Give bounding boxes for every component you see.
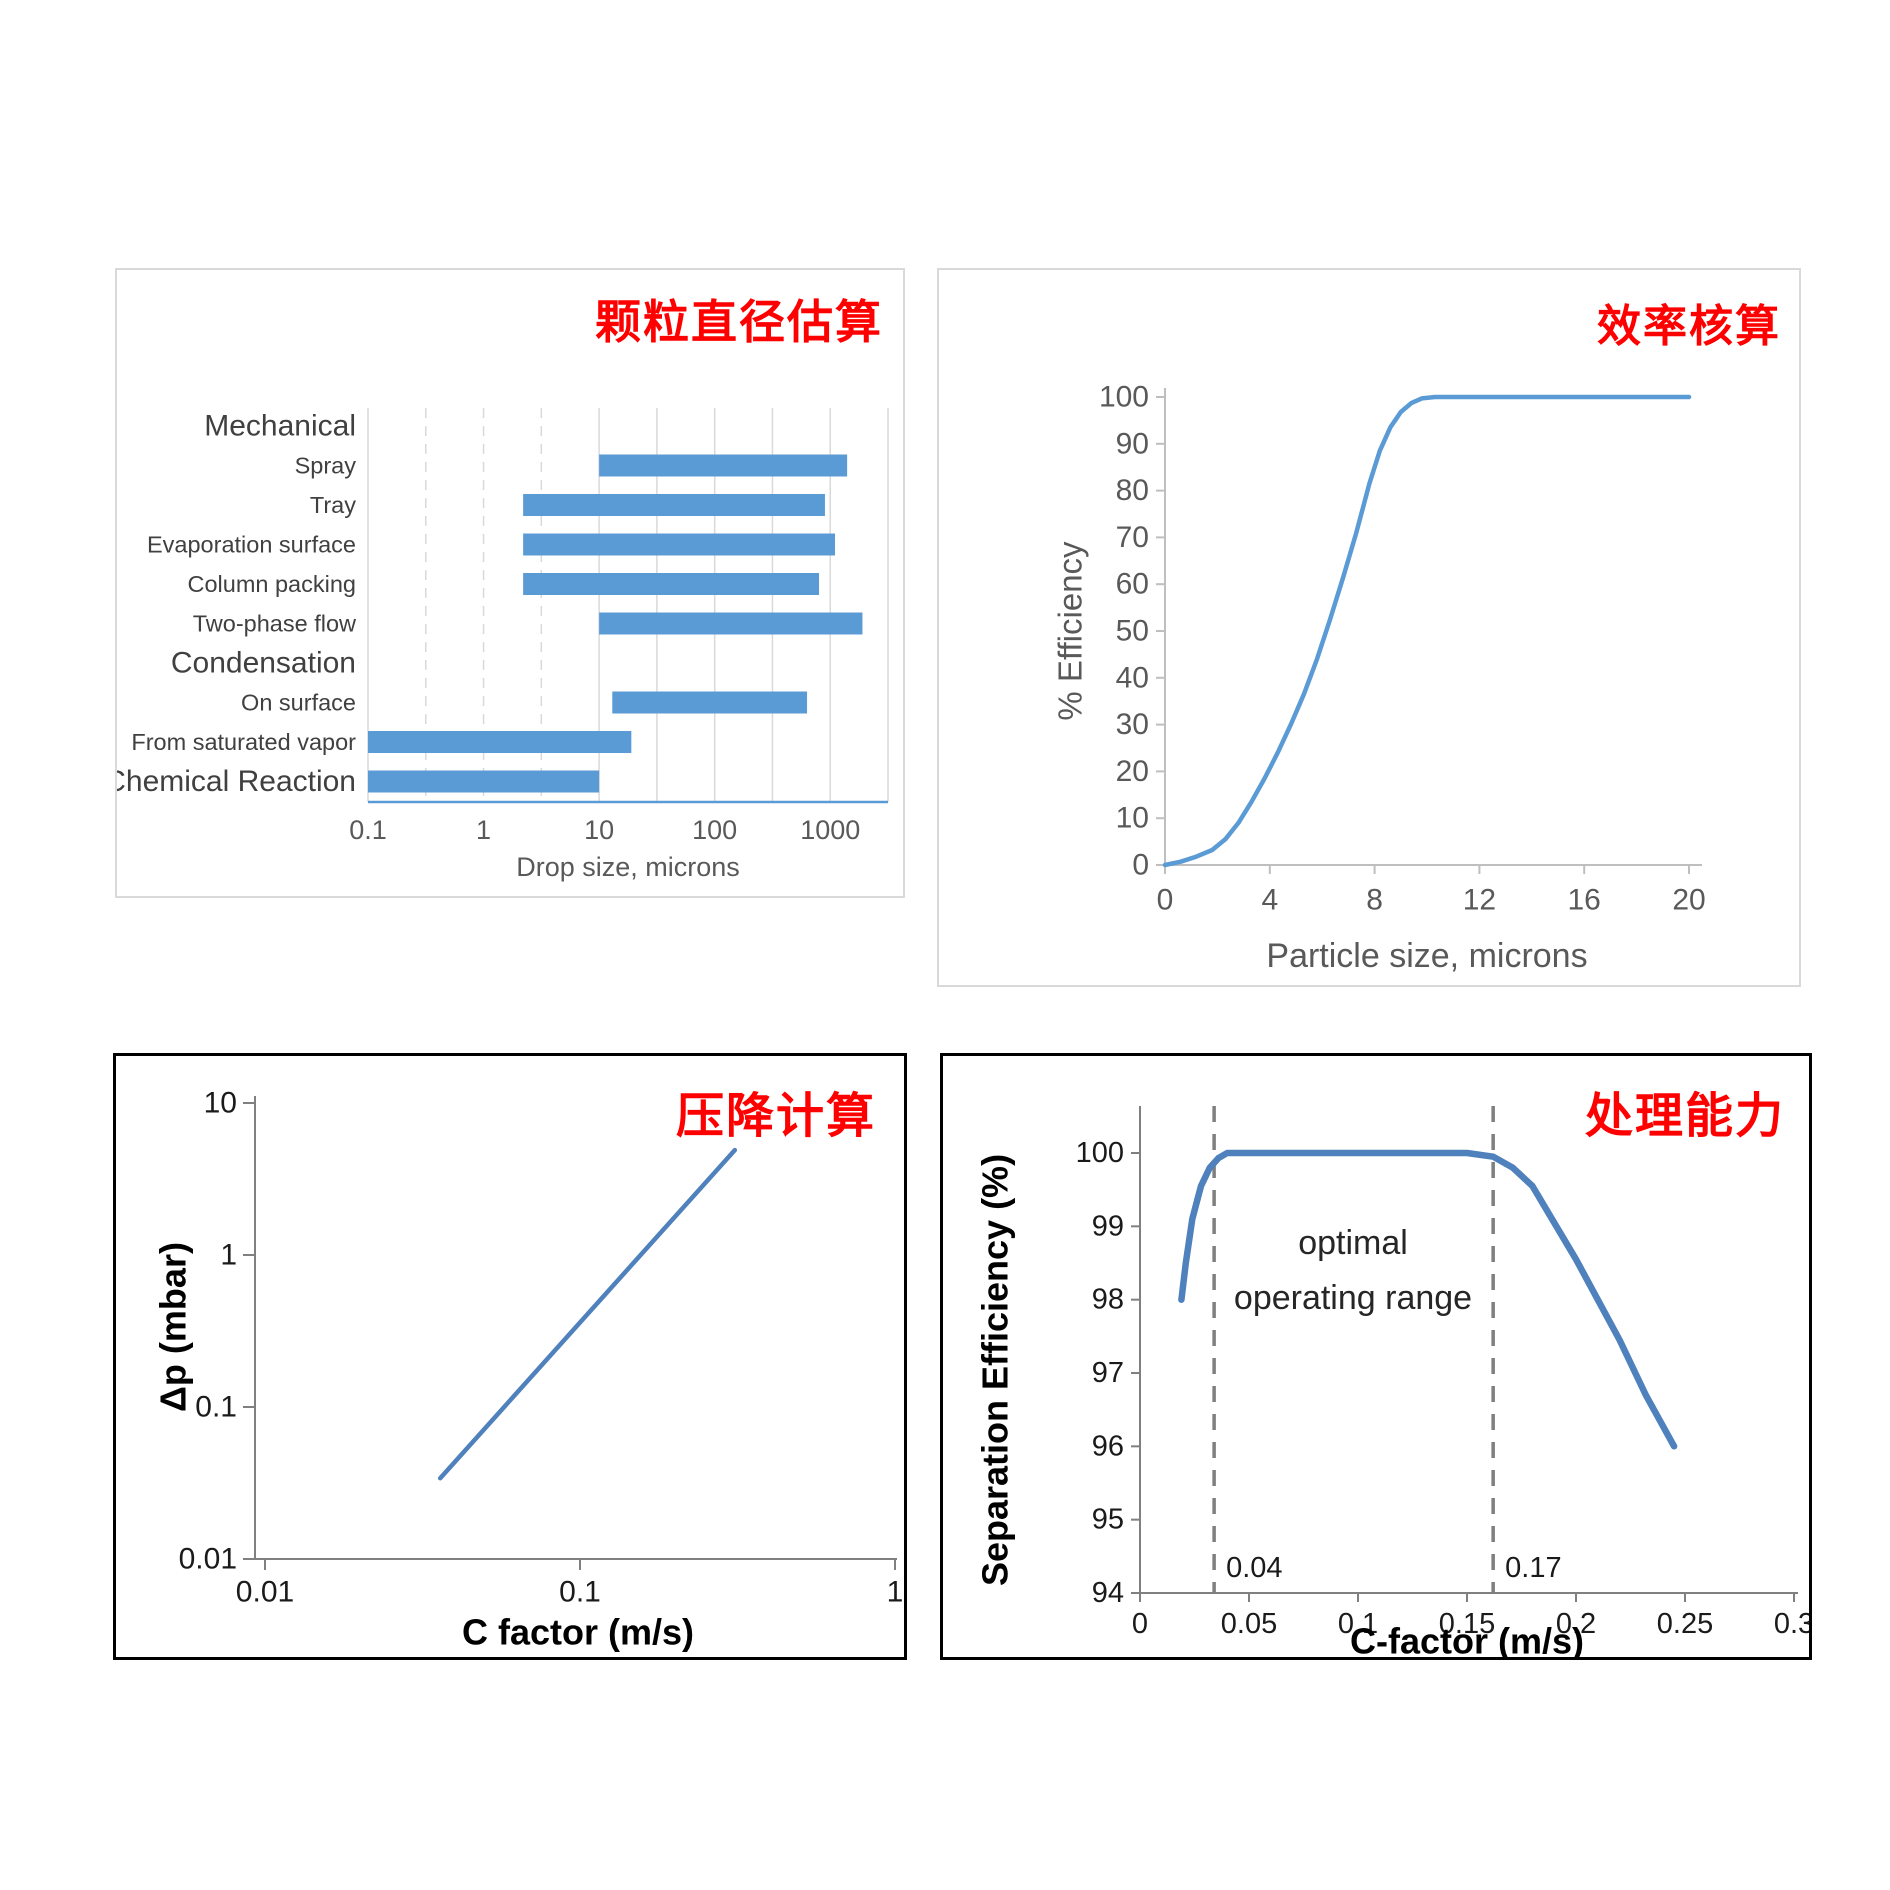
x-tick-label: 0.1: [1338, 1608, 1378, 1640]
panel-efficiency: 效率核算 0 10 20 30 40 50 60 70 80 90 100 0 4 8 12 16 20 % Ef…: [937, 268, 1801, 987]
category-label: Column packing: [187, 571, 356, 597]
y-tick-label: 30: [1116, 708, 1149, 741]
category-label: On surface: [241, 690, 356, 716]
pressure-line: [437, 1147, 738, 1481]
category-label: Tray: [310, 492, 356, 518]
x-tick-label: 4: [1261, 884, 1278, 917]
y-axis-title: Separation Efficiency (%): [975, 1154, 1016, 1586]
y-tick-label: 90: [1116, 427, 1149, 460]
bar: [368, 731, 632, 753]
pressure-drop-plot: 10 1 0.1 0.010.01 0.1 1 Δp (mbar) C factor (m/s…: [153, 1087, 904, 1653]
x-tick-label: 0.15: [1439, 1608, 1495, 1640]
y-tick-label: 95: [1092, 1504, 1124, 1536]
panel-title-drop-size: 颗粒直径估算: [595, 296, 883, 348]
bar: [599, 612, 863, 635]
range-label: 0.04: [1226, 1552, 1282, 1584]
y-tick-label: 0: [1132, 849, 1149, 882]
x-tick-label: 12: [1463, 884, 1496, 917]
y-tick-label: 97: [1092, 1357, 1124, 1389]
y-tick-label: 1: [220, 1239, 237, 1272]
x-tick-label: 0.1: [559, 1576, 601, 1609]
y-tick-label: 10: [1116, 802, 1149, 835]
y-tick-label: 94: [1092, 1577, 1124, 1609]
y-tick-label: 70: [1116, 521, 1149, 554]
bar: [368, 770, 600, 793]
y-tick-label: 20: [1116, 755, 1149, 788]
x-tick-label: 1000: [800, 815, 860, 845]
x-axis-title: Drop size, microns: [516, 852, 740, 882]
y-tick-label: 80: [1116, 474, 1149, 507]
panel-pressure-drop: 压降计算 10 1 0.1 0.01 0.01 0.1 1 Δp (mbar) C factor…: [113, 1053, 907, 1660]
x-tick-label: 0.05: [1221, 1608, 1277, 1640]
x-tick-label: 16: [1568, 884, 1601, 917]
bar: [612, 691, 808, 714]
category-label: Two-phase flow: [193, 611, 357, 637]
category-label: Evaporation surface: [147, 532, 356, 558]
note-text: optimal: [1298, 1224, 1408, 1262]
range-label: 0.17: [1505, 1552, 1561, 1584]
y-tick-label: 50: [1116, 615, 1149, 648]
x-tick-label: 20: [1672, 884, 1705, 917]
y-tick-label: 99: [1092, 1210, 1124, 1242]
category-group-label: Mechanical: [204, 410, 356, 443]
category-label: Spray: [295, 453, 357, 479]
note-text: operating range: [1234, 1279, 1472, 1317]
x-tick-label: 0.2: [1556, 1608, 1596, 1640]
panel-title-capacity: 处理能力: [1584, 1090, 1785, 1143]
y-tick-label: 10: [204, 1087, 237, 1120]
y-tick-label: 98: [1092, 1284, 1124, 1316]
panel-drop-size: 颗粒直径估算 Mechanical Spray Tray Evaporation su…: [115, 268, 905, 898]
capacity-plot: 94 95 96 97 98 99 100 0 0.05 0.1 0.15 0.2 0.25 0.3 0.0…: [975, 1106, 1809, 1658]
bar: [523, 533, 836, 556]
x-tick-label: 0.3: [1774, 1608, 1809, 1640]
x-axis-title: C factor (m/s): [462, 1612, 694, 1653]
bar: [523, 573, 820, 595]
efficiency-curve: [1162, 394, 1692, 868]
panel-title-efficiency: 效率核算: [1597, 302, 1781, 351]
capacity-curve: [1178, 1149, 1678, 1450]
bar: [523, 494, 825, 516]
x-tick-label: 0: [1157, 884, 1174, 917]
category-label: From saturated vapor: [131, 729, 356, 755]
x-tick-label: 1: [476, 815, 491, 845]
category-group-label: Condensation: [171, 647, 356, 680]
x-tick-label: 0.25: [1657, 1608, 1713, 1640]
x-tick-label: 10: [584, 815, 614, 845]
y-tick-label: 96: [1092, 1430, 1124, 1462]
bar: [599, 454, 848, 477]
x-tick-label: 8: [1366, 884, 1383, 917]
y-tick-label: 40: [1116, 661, 1149, 694]
y-axis-title: Δp (mbar): [153, 1242, 194, 1412]
y-axis-title: % Efficiency: [1052, 541, 1089, 721]
x-tick-label: 0.01: [236, 1576, 294, 1609]
drop-size-plot: Mechanical Spray Tray Evaporation surface Co…: [117, 408, 889, 882]
y-tick-label: 100: [1076, 1137, 1124, 1169]
efficiency-plot: 0 10 20 30 40 50 60 70 80 90 100 0 4 8 12 16 20 % Efficie…: [1052, 381, 1706, 976]
x-axis-title: C-factor (m/s): [1350, 1621, 1584, 1658]
x-axis-title: Particle size, microns: [1266, 937, 1587, 975]
x-tick-label: 0: [1132, 1608, 1148, 1640]
y-tick-label: 60: [1116, 568, 1149, 601]
panel-capacity: 处理能力 94 95 96 97 98 99 100 0 0.05 0.1 0.15 0.2 0.25 0…: [940, 1053, 1812, 1660]
y-tick-label: 0.1: [195, 1391, 237, 1424]
y-tick-label: 0.01: [179, 1543, 237, 1576]
category-group-label: Chemical Reaction: [117, 765, 356, 798]
x-tick-label: 1: [887, 1576, 904, 1609]
x-tick-label: 0.1: [349, 815, 387, 845]
y-tick-label: 100: [1099, 381, 1149, 414]
x-tick-label: 100: [692, 815, 737, 845]
panel-title-pressure-drop: 压降计算: [675, 1090, 876, 1143]
